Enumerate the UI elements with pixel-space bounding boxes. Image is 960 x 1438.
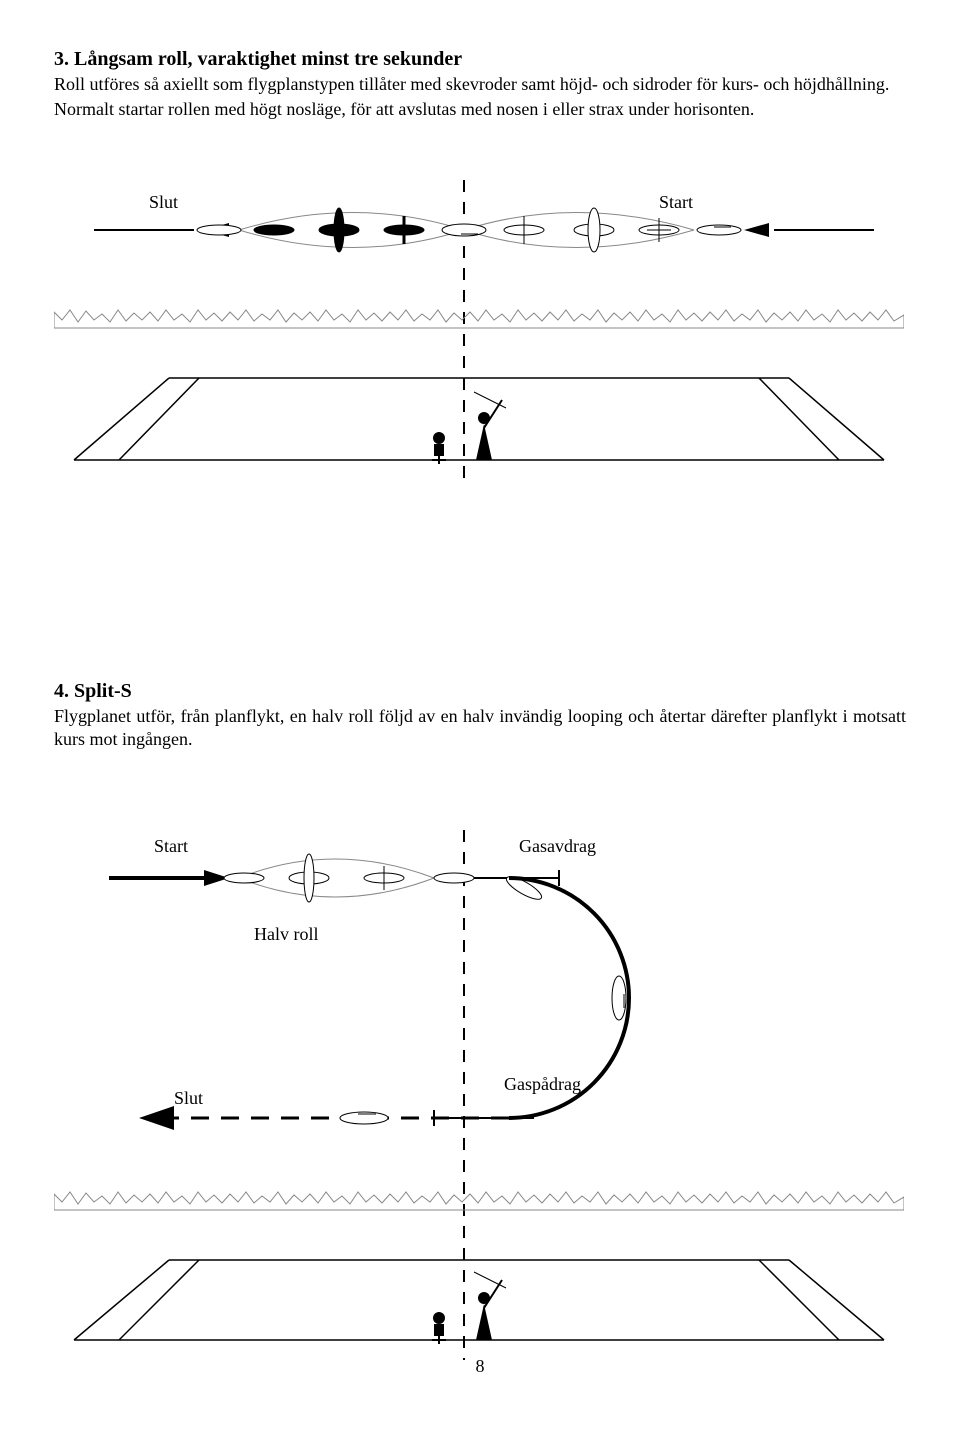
label-gaspadrag: Gaspådrag <box>504 1074 581 1094</box>
label-gasavdrag: Gasavdrag <box>519 836 596 856</box>
judges-2 <box>432 1272 506 1344</box>
section-4-heading: 4. Split-S <box>54 680 906 703</box>
label-slut-2: Slut <box>174 1088 203 1108</box>
section-4-para-1: Flygplanet utför, från planflykt, en hal… <box>54 705 906 750</box>
label-start: Start <box>659 192 693 212</box>
section-3-para-1: Roll utföres så axiellt som flygplanstyp… <box>54 73 906 96</box>
label-slut: Slut <box>149 192 178 212</box>
label-start-2: Start <box>154 836 188 856</box>
horizon-treeline-2 <box>54 1192 904 1210</box>
section-3-para-2: Normalt startar rollen med högt nosläge,… <box>54 98 906 121</box>
horizon-treeline <box>54 310 904 328</box>
figure-slow-roll: Slut Start <box>54 160 906 480</box>
label-halvroll: Halv roll <box>254 924 319 944</box>
page-number: 8 <box>54 1356 906 1377</box>
figure-split-s: Start Gasavdrag Halv roll Gaspådrag Slut <box>54 800 906 1360</box>
section-3-heading: 3. Långsam roll, varaktighet minst tre s… <box>54 48 906 71</box>
judges <box>432 392 506 464</box>
